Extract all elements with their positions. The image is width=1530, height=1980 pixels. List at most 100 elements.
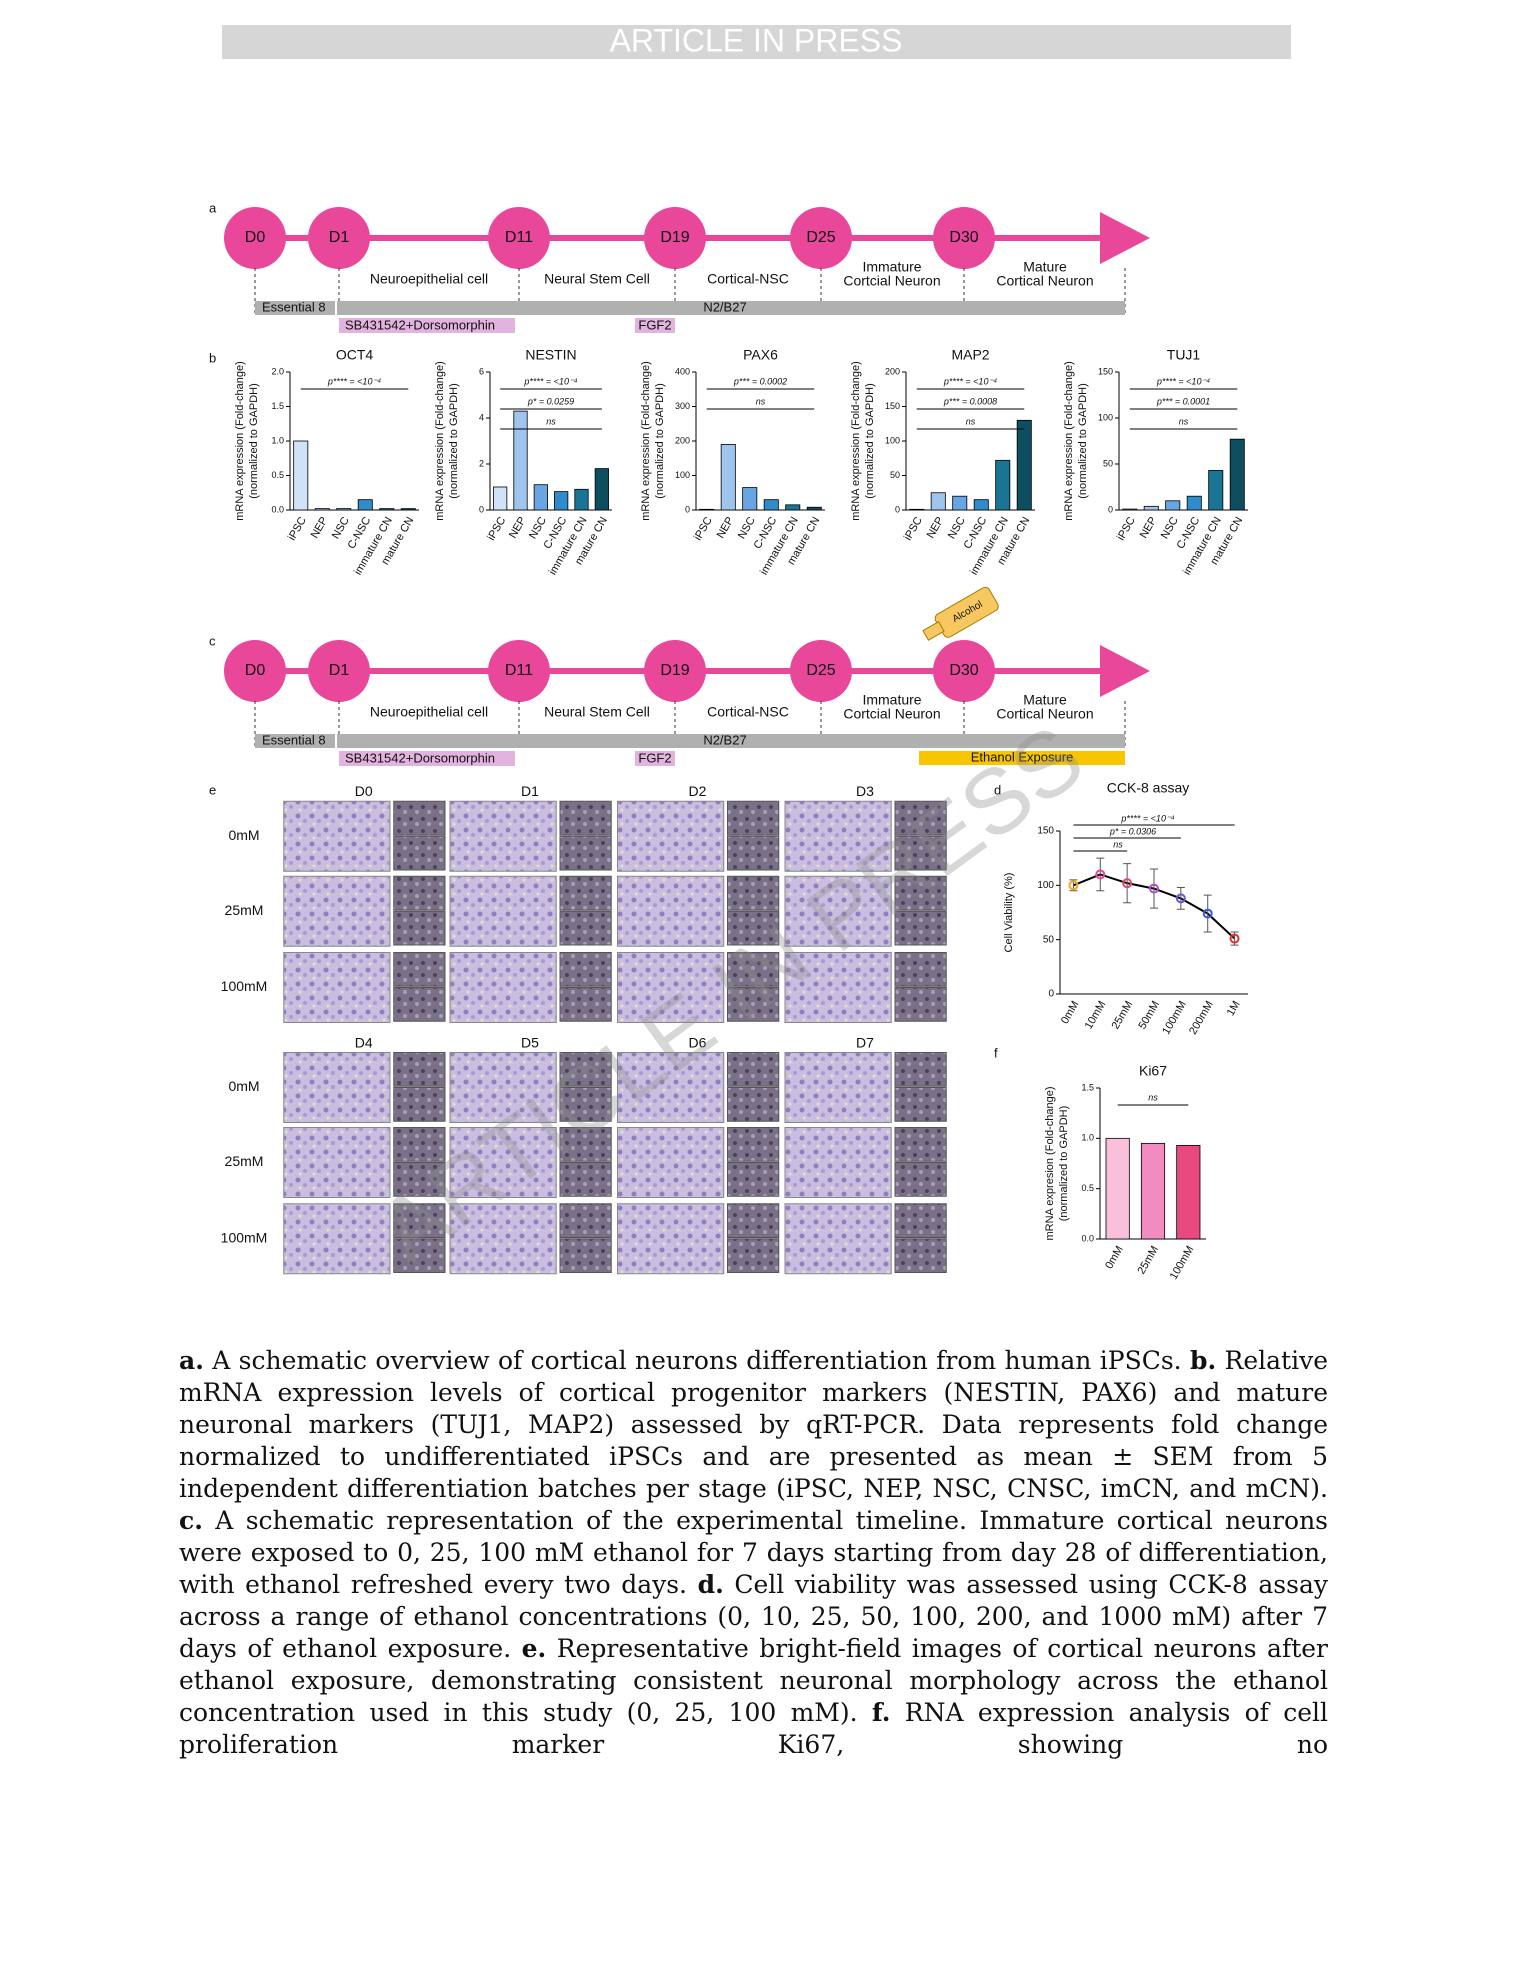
chart-title: MAP2 <box>951 347 989 363</box>
micrograph-inset <box>894 1238 947 1273</box>
y-tick-label: 0.0 <box>271 504 284 514</box>
micrograph-inset <box>894 1127 947 1162</box>
micrograph <box>784 1052 892 1123</box>
annotation: ns <box>546 416 556 426</box>
micrograph-inset <box>559 987 612 1022</box>
row-label: 0mM <box>228 827 259 843</box>
bar <box>493 486 508 511</box>
panel-letter: b <box>209 350 216 365</box>
y-axis-label: (normalized to GAPDH) <box>864 383 876 499</box>
bar <box>806 506 822 511</box>
annotation: ns <box>756 396 766 406</box>
micrograph <box>617 952 725 1023</box>
x-tick-label: 200mM <box>1187 999 1216 1037</box>
bar <box>909 508 925 511</box>
y-axis-label: Cell Viability (%) <box>1003 873 1015 953</box>
y-tick-label: 50 <box>1043 934 1055 945</box>
supplement-bar <box>339 318 515 333</box>
micrograph <box>283 1052 391 1123</box>
day-label: D0 <box>245 229 266 246</box>
day-label: D19 <box>660 662 689 679</box>
micrograph-inset <box>727 875 780 911</box>
micrograph <box>617 1203 725 1275</box>
bar <box>1016 419 1032 511</box>
media-bar <box>255 301 1125 315</box>
y-tick-label: 1.5 <box>1081 1082 1094 1092</box>
annotation: p*** = 0.0002 <box>733 376 787 386</box>
bar <box>742 487 758 511</box>
micrograph-inset <box>393 910 446 946</box>
micrograph-inset <box>393 952 446 987</box>
supplement-label: FGF2 <box>638 317 671 332</box>
chart-title: NESTIN <box>525 347 576 363</box>
bar <box>720 444 736 511</box>
header-bar <box>222 25 1291 59</box>
supplement-label: SB431542+Dorsomorphin <box>345 750 495 765</box>
micrograph <box>449 875 557 947</box>
column-label: D2 <box>689 783 707 799</box>
micrograph <box>449 800 557 872</box>
point <box>1149 883 1159 894</box>
stage-label: Cortical-NSC <box>707 704 789 720</box>
x-tick-label: 100mM <box>1168 1244 1197 1282</box>
bar <box>594 468 609 511</box>
x-tick-label: 0mM <box>1059 999 1082 1026</box>
y-tick-label: 300 <box>675 401 690 411</box>
day-node <box>644 207 706 269</box>
caption-label: b. <box>1189 1346 1217 1375</box>
bar <box>952 495 968 511</box>
bar <box>1140 1142 1166 1240</box>
x-tick-label: iPSC <box>485 515 508 543</box>
annotation: p**** = <10⁻⁴ <box>327 376 381 386</box>
exposure-bar <box>919 751 1125 765</box>
day-node <box>224 640 286 702</box>
x-tick-label: 0mM <box>1103 1244 1126 1271</box>
day-node <box>644 640 706 702</box>
annotation: p* = 0.0306 <box>1109 826 1156 836</box>
stage-label: Neural Stem Cell <box>544 271 650 287</box>
x-tick-label: iPSC <box>692 515 715 543</box>
day-node <box>308 640 370 702</box>
micrograph-inset <box>727 800 780 836</box>
micrograph-inset <box>559 835 612 871</box>
day-node <box>933 207 995 269</box>
day-label: D30 <box>949 662 978 679</box>
x-tick-label: 1M <box>1225 999 1243 1018</box>
annotation: p* = 0.0259 <box>527 396 574 406</box>
caption-text: A schematic overview of cortical neurons… <box>203 1346 1190 1375</box>
micrograph <box>784 1203 892 1275</box>
bar <box>1165 500 1181 511</box>
bar <box>1105 1137 1130 1240</box>
micrograph <box>617 1052 725 1123</box>
stage-label: Neuroepithelial cell <box>370 704 488 720</box>
row-label: 0mM <box>228 1078 259 1094</box>
caption-label: a. <box>179 1346 204 1375</box>
micrograph-inset <box>727 1052 780 1087</box>
y-tick-label: 50 <box>890 470 900 480</box>
micrograph-inset <box>393 875 446 911</box>
micrograph-inset <box>559 800 612 836</box>
point <box>1175 893 1186 904</box>
supplement-bar <box>635 318 675 333</box>
panel-letter: e <box>209 782 216 797</box>
micrograph-inset <box>393 987 446 1022</box>
y-axis-label: (normalized to GAPDH) <box>448 383 460 499</box>
micrograph <box>283 800 391 872</box>
chart-title: TUJ1 <box>1167 347 1201 363</box>
column-label: D1 <box>521 783 539 799</box>
bar <box>314 508 330 511</box>
caption-label: f. <box>871 1698 891 1727</box>
micrograph-inset <box>727 910 780 946</box>
bar <box>1176 1144 1201 1240</box>
x-tick-label: 10mM <box>1083 999 1109 1031</box>
y-tick-label: 0.5 <box>271 470 284 480</box>
micrograph <box>283 875 391 947</box>
micrograph-inset <box>393 800 446 836</box>
bar <box>554 491 569 511</box>
point <box>1068 880 1079 891</box>
bar <box>763 499 779 511</box>
chart-title: CCK-8 assay <box>1107 780 1189 796</box>
x-tick-label: NEP <box>507 515 529 541</box>
x-tick-label: NSC <box>330 515 352 541</box>
y-axis-label: mRNA expression (Fold-change) <box>850 361 862 521</box>
